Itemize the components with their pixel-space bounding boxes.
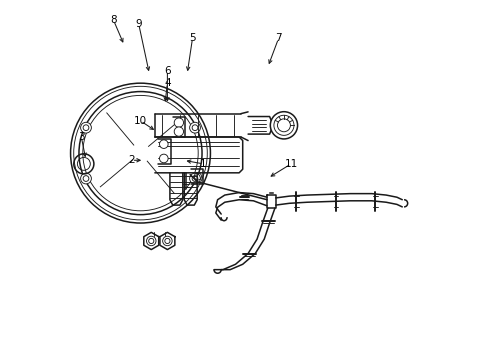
Circle shape — [174, 127, 183, 136]
Text: 2: 2 — [128, 155, 135, 165]
Circle shape — [159, 154, 168, 163]
Text: 7: 7 — [275, 33, 281, 43]
Circle shape — [81, 122, 91, 133]
Text: 3: 3 — [78, 132, 84, 142]
Circle shape — [270, 112, 297, 139]
Circle shape — [159, 140, 168, 148]
Circle shape — [189, 173, 200, 184]
Text: 1: 1 — [200, 159, 206, 169]
Text: 6: 6 — [164, 66, 170, 76]
Circle shape — [163, 236, 172, 246]
Text: 9: 9 — [135, 19, 142, 29]
Circle shape — [146, 236, 156, 246]
Text: 8: 8 — [110, 15, 117, 26]
Text: 10: 10 — [134, 116, 147, 126]
Text: 11: 11 — [284, 159, 297, 169]
Text: 4: 4 — [164, 78, 170, 88]
Text: 5: 5 — [189, 33, 195, 43]
Circle shape — [189, 122, 200, 133]
Circle shape — [81, 173, 91, 184]
Circle shape — [174, 118, 183, 127]
